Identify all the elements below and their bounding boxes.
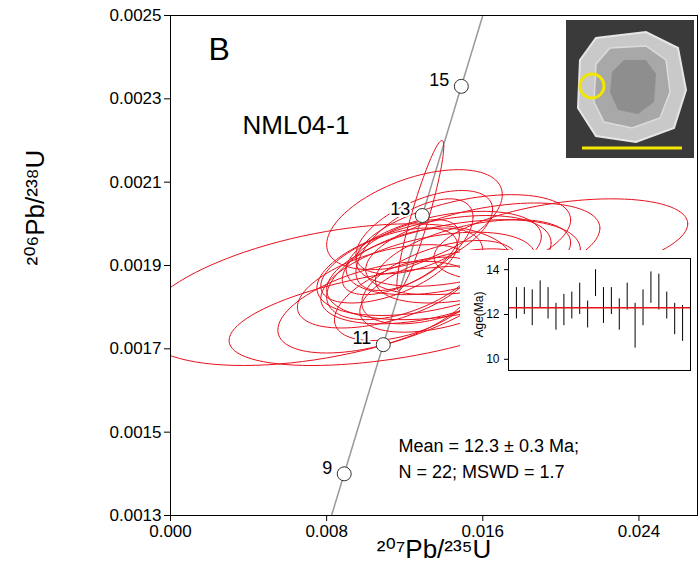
svg-text:N = 22; MSWD = 1.7: N = 22; MSWD = 1.7	[399, 462, 565, 482]
svg-text:0.0019: 0.0019	[110, 256, 162, 275]
svg-text:10: 10	[486, 352, 500, 366]
svg-text:NML04-1: NML04-1	[243, 110, 350, 140]
svg-text:14: 14	[486, 263, 500, 277]
svg-text:15: 15	[429, 70, 449, 90]
svg-text:Age(Ma): Age(Ma)	[472, 291, 486, 337]
svg-text:0.0021: 0.0021	[110, 173, 162, 192]
svg-text:12: 12	[486, 307, 500, 321]
svg-text:0.0023: 0.0023	[110, 89, 162, 108]
svg-text:0.024: 0.024	[618, 522, 661, 541]
svg-text:0.0025: 0.0025	[110, 6, 162, 25]
svg-text:9: 9	[322, 458, 332, 478]
svg-text:0.000: 0.000	[149, 522, 192, 541]
svg-text:11: 11	[353, 328, 372, 348]
svg-text:²⁰⁶Pb/²³⁸U: ²⁰⁶Pb/²³⁸U	[20, 150, 50, 266]
svg-text:B: B	[209, 31, 230, 67]
svg-text:Mean = 12.3 ± 0.3 Ma;: Mean = 12.3 ± 0.3 Ma;	[399, 436, 579, 456]
svg-text:13: 13	[390, 199, 410, 219]
svg-text:0.008: 0.008	[305, 522, 348, 541]
svg-text:0.0017: 0.0017	[110, 339, 162, 358]
svg-text:²⁰⁷Pb/²³⁵U: ²⁰⁷Pb/²³⁵U	[377, 534, 491, 564]
svg-text:0.0015: 0.0015	[110, 423, 162, 442]
svg-text:0.016: 0.016	[461, 521, 505, 541]
svg-text:0.0013: 0.0013	[109, 505, 162, 525]
